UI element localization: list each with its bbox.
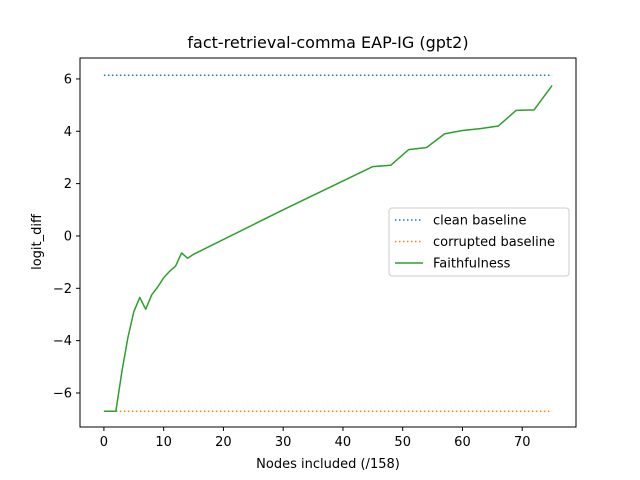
y-tick-label: 0 — [64, 229, 72, 244]
faithfulness-point — [139, 297, 140, 298]
corrupted-baseline-series — [103, 410, 553, 413]
y-axis-label: logit_diff — [30, 213, 45, 270]
clean-baseline-point — [103, 75, 104, 76]
faithfulness-point — [444, 133, 445, 134]
faithfulness-series — [103, 85, 553, 413]
legend: clean baseline corrupted baseline Faithful… — [388, 207, 570, 277]
y-axis: −6 −4 −2 0 2 4 6 — [53, 72, 80, 401]
faithfulness-point — [163, 277, 164, 278]
y-tick-label: 6 — [64, 72, 72, 87]
y-tick-label: −2 — [53, 282, 72, 297]
y-tick-label: −6 — [53, 386, 72, 401]
faithfulness-line — [103, 85, 553, 413]
faithfulness-point — [534, 109, 535, 110]
faithfulness-point — [109, 411, 110, 412]
faithfulness-point — [193, 254, 194, 255]
x-tick-label: 10 — [155, 435, 172, 450]
x-axis-label: Nodes included (/158) — [256, 457, 400, 472]
x-axis: 0 10 20 30 40 50 60 70 — [100, 427, 531, 450]
faithfulness-point — [480, 128, 481, 129]
clean-baseline-point — [552, 75, 553, 76]
faithfulness-point — [426, 147, 427, 148]
legend-label-clean-baseline: clean baseline — [433, 214, 527, 229]
corrupted-baseline-point — [552, 411, 553, 412]
faithfulness-point — [181, 252, 182, 253]
faithfulness-point — [127, 338, 128, 339]
faithfulness-point — [390, 165, 391, 166]
x-tick-label: 60 — [454, 435, 471, 450]
faithfulness-point — [552, 85, 553, 86]
y-tick-label: −4 — [53, 334, 72, 349]
x-tick-label: 50 — [394, 435, 411, 450]
y-tick-label: 2 — [64, 177, 72, 192]
faithfulness-point — [283, 209, 284, 210]
faithfulness-point — [169, 271, 170, 272]
faithfulness-point — [516, 110, 517, 111]
legend-box — [388, 207, 570, 277]
plot-area — [103, 74, 553, 413]
faithfulness-point — [462, 130, 463, 131]
clean-baseline-series — [103, 74, 553, 77]
legend-label-corrupted-baseline: corrupted baseline — [433, 235, 555, 250]
y-tick-label: 4 — [64, 125, 72, 140]
axes-frame — [79, 57, 577, 428]
faithfulness-point — [133, 311, 134, 312]
faithfulness-point — [115, 411, 116, 412]
faithfulness-point — [103, 411, 104, 412]
faithfulness-point — [408, 149, 409, 150]
faithfulness-point — [372, 166, 373, 167]
faithfulness-point — [187, 258, 188, 259]
x-tick-label: 40 — [335, 435, 352, 450]
x-tick-label: 30 — [275, 435, 292, 450]
faithfulness-point — [121, 372, 122, 373]
legend-label-faithfulness: Faithfulness — [433, 257, 511, 272]
faithfulness-point — [175, 266, 176, 267]
x-tick-label: 70 — [514, 435, 531, 450]
x-tick-label: 0 — [100, 435, 108, 450]
faithfulness-point — [498, 126, 499, 127]
x-tick-label: 20 — [215, 435, 232, 450]
chart-title: fact-retrieval-comma EAP-IG (gpt2) — [187, 33, 468, 52]
faithfulness-point — [151, 294, 152, 295]
faithfulness-point — [145, 309, 146, 310]
faithfulness-point — [157, 286, 158, 287]
